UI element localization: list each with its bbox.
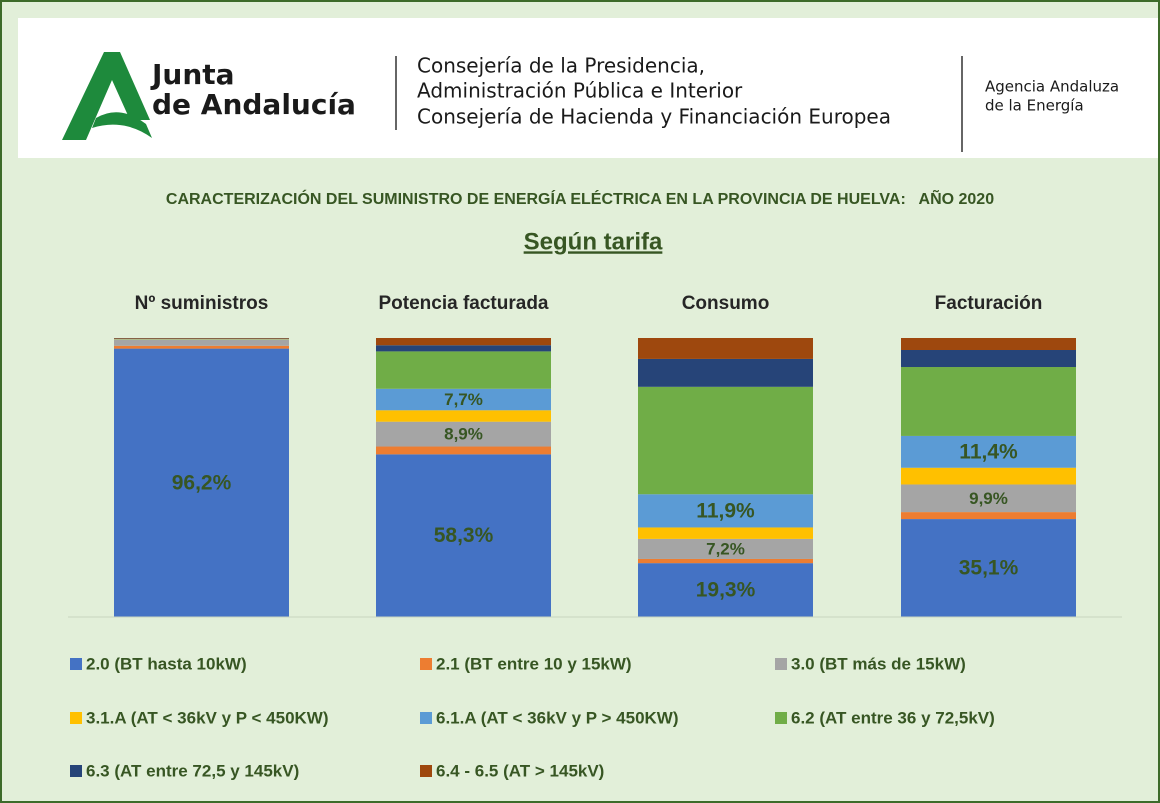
bar-segment bbox=[638, 386, 813, 495]
data-label: 7,7% bbox=[444, 390, 483, 409]
legend-label: 3.0 (BT más de 15kW) bbox=[791, 654, 966, 673]
bar-segment bbox=[901, 338, 1076, 350]
logo-text: Junta bbox=[150, 58, 235, 91]
bar-segment bbox=[901, 519, 1076, 617]
bar-segment bbox=[638, 563, 813, 617]
legend-swatch bbox=[420, 712, 432, 724]
logo-mark bbox=[62, 52, 152, 140]
bar-segment bbox=[901, 435, 1076, 468]
agency: de la Energía bbox=[985, 97, 1084, 115]
bar-segment bbox=[376, 345, 551, 352]
bar-segment bbox=[114, 348, 289, 617]
data-label: 19,3% bbox=[696, 579, 756, 602]
bar-segment bbox=[638, 558, 813, 564]
legend-swatch bbox=[420, 765, 432, 777]
legend-label: 6.4 - 6.5 (AT > 145kV) bbox=[436, 761, 604, 780]
agency: Agencia Andaluza bbox=[985, 78, 1119, 96]
data-label: 8,9% bbox=[444, 425, 483, 444]
data-label: 11,9% bbox=[696, 499, 755, 522]
bar-segment bbox=[638, 538, 813, 559]
bar-segment bbox=[114, 338, 289, 339]
legend-label: 6.3 (AT entre 72,5 y 145kV) bbox=[86, 761, 299, 780]
bar-segment bbox=[901, 467, 1076, 485]
legend-label: 6.1.A (AT < 36kV y P > 450KW) bbox=[436, 708, 679, 727]
header-band bbox=[18, 18, 1158, 158]
department: Consejería de la Presidencia, bbox=[417, 54, 705, 78]
bar-segment bbox=[638, 338, 813, 359]
bar-segment bbox=[376, 410, 551, 422]
bar-segment bbox=[114, 339, 289, 346]
data-label: 35,1% bbox=[959, 557, 1019, 580]
bar-segment bbox=[638, 358, 813, 387]
legend-swatch bbox=[775, 712, 787, 724]
bar-segment bbox=[901, 484, 1076, 513]
bar-segment bbox=[376, 351, 551, 389]
legend-label: 2.0 (BT hasta 10kW) bbox=[86, 654, 247, 673]
data-label: 9,9% bbox=[969, 489, 1008, 508]
data-label: 7,2% bbox=[706, 539, 745, 558]
category-label: Nº suministros bbox=[135, 293, 269, 314]
legend-swatch bbox=[70, 712, 82, 724]
department: Administración Pública e Interior bbox=[417, 79, 743, 103]
bar-segment bbox=[376, 388, 551, 411]
data-label: 58,3% bbox=[434, 524, 494, 547]
legend-swatch bbox=[775, 658, 787, 670]
data-label: 96,2% bbox=[172, 471, 232, 494]
legend-label: 6.2 (AT entre 36 y 72,5kV) bbox=[791, 708, 995, 727]
category-label: Facturación bbox=[935, 293, 1043, 314]
category-label: Consumo bbox=[682, 293, 770, 314]
department: Consejería de Hacienda y Financiación Eu… bbox=[417, 105, 891, 129]
legend-swatch bbox=[420, 658, 432, 670]
legend-label: 2.1 (BT entre 10 y 15kW) bbox=[436, 654, 632, 673]
chart-title: CARACTERIZACIÓN DEL SUMINISTRO DE ENERGÍ… bbox=[166, 188, 994, 208]
logo-text: de Andalucía bbox=[152, 88, 356, 121]
bar-segment bbox=[901, 367, 1076, 436]
legend-label: 3.1.A (AT < 36kV y P < 450KW) bbox=[86, 708, 329, 727]
bar-segment bbox=[376, 338, 551, 346]
bar-segment bbox=[901, 512, 1076, 520]
bar-segment bbox=[638, 527, 813, 539]
bar-segment bbox=[376, 446, 551, 455]
bar-segment bbox=[901, 349, 1076, 368]
data-label: 11,4% bbox=[959, 440, 1018, 463]
category-label: Potencia facturada bbox=[379, 293, 549, 314]
bar-segment bbox=[114, 345, 289, 349]
bar-segment bbox=[376, 454, 551, 617]
legend-swatch bbox=[70, 765, 82, 777]
legend-swatch bbox=[70, 658, 82, 670]
chart-subtitle: Según tarifa bbox=[524, 228, 663, 255]
bar-segment bbox=[376, 421, 551, 447]
bar-segment bbox=[638, 494, 813, 528]
